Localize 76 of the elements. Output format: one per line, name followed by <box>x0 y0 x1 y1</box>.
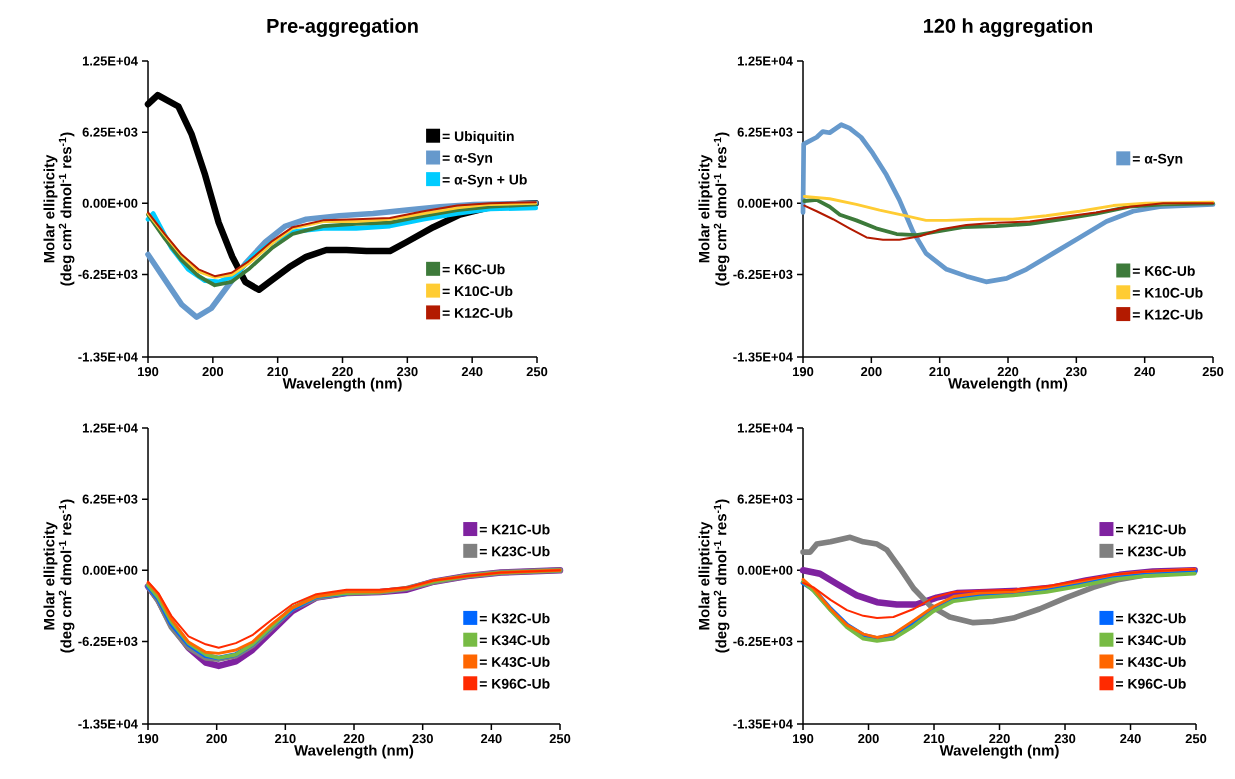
legend-label: = K23C-Ub <box>479 546 550 557</box>
x-tick-label: 200 <box>202 367 224 377</box>
chart-title: 120 h aggregation <box>924 18 1093 37</box>
x-tick-label: 240 <box>480 734 502 744</box>
x-tick-label: 200 <box>858 734 879 744</box>
legend-label: = α-Syn + Ub <box>442 174 527 188</box>
y-tick-label: -6.25E+03 <box>733 636 793 647</box>
x-tick-label: 200 <box>206 734 227 744</box>
legend-label: = K6C-Ub <box>442 264 505 275</box>
y-tick-label: -1.35E+04 <box>78 719 138 729</box>
y-tick-label: -6.25E+03 <box>78 269 138 280</box>
legend-label: = K96C-Ub <box>479 678 550 689</box>
legend-label: = K10C-Ub <box>1132 287 1203 298</box>
legend-label: = K12C-Ub <box>442 307 513 318</box>
legend-label: = K10C-Ub <box>442 285 513 297</box>
y-tick-label: -1.35E+04 <box>733 352 793 362</box>
legend-label: = α-Syn <box>442 152 493 166</box>
y-tick-label: 1.25E+04 <box>82 56 138 66</box>
y-tick-label: 6.25E+03 <box>82 494 138 504</box>
x-tick-label: 220 <box>343 734 365 744</box>
chart-title: Pre-aggregation <box>267 18 418 37</box>
y-tick-label: -6.25E+03 <box>733 269 793 280</box>
y-tick-label: 6.25E+03 <box>82 127 138 137</box>
y-tick-label: 0.00E+00 <box>737 565 793 575</box>
legend-label: = K6C-Ub <box>1132 265 1195 276</box>
y-tick-label: 6.25E+03 <box>737 127 793 137</box>
x-tick-label: 230 <box>396 367 418 377</box>
y-tick-label: 6.25E+03 <box>737 494 793 504</box>
x-tick-label: 190 <box>793 734 814 744</box>
y-tick-label: -1.35E+04 <box>78 352 138 362</box>
x-tick-label: 240 <box>461 367 483 377</box>
legend-label: = K12C-Ub <box>1132 309 1203 320</box>
x-tick-label: 230 <box>412 734 433 744</box>
x-tick-label: 210 <box>274 734 296 744</box>
x-tick-label: 250 <box>1202 367 1224 377</box>
y-tick-label: 0.00E+00 <box>737 198 793 208</box>
y-tick-label: -6.25E+03 <box>78 636 138 647</box>
x-tick-label: 210 <box>923 734 945 744</box>
x-tick-label: 220 <box>997 367 1019 377</box>
y-tick-label: 0.00E+00 <box>82 198 138 208</box>
y-tick-label: 1.25E+04 <box>82 423 138 433</box>
x-axis-title: Wavelength (nm) <box>294 744 414 759</box>
x-axis-title: Wavelength (nm) <box>948 377 1068 392</box>
legend-label: = α-Syn <box>1132 153 1183 167</box>
x-axis-title: Wavelength (nm) <box>282 377 402 392</box>
legend-label: = K21C-Ub <box>479 524 550 535</box>
x-tick-label: 240 <box>1120 734 1141 744</box>
legend-label: = K23C-Ub <box>1116 546 1186 557</box>
x-tick-label: 230 <box>1065 367 1087 377</box>
x-tick-label: 190 <box>138 734 159 744</box>
x-tick-label: 220 <box>989 734 1010 744</box>
y-tick-label: 1.25E+04 <box>737 423 793 433</box>
x-tick-label: 250 <box>1185 734 1207 744</box>
y-tick-label: 0.00E+00 <box>82 565 138 575</box>
legend-label: = K32C-Ub <box>1116 613 1186 624</box>
legend-label: = Ubiquitin <box>442 130 514 144</box>
x-tick-label: 200 <box>860 367 882 377</box>
legend-label: = K32C-Ub <box>479 613 550 624</box>
legend-label: = K21C-Ub <box>1116 524 1186 535</box>
legend-label: = K43C-Ub <box>1116 656 1186 667</box>
x-tick-label: 210 <box>267 367 288 377</box>
legend-label: = K43C-Ub <box>479 656 550 667</box>
x-tick-label: 250 <box>549 734 571 744</box>
x-tick-label: 220 <box>332 367 353 377</box>
y-tick-label: 1.25E+04 <box>737 56 793 66</box>
x-tick-label: 190 <box>793 367 814 377</box>
x-tick-label: 250 <box>526 367 548 377</box>
x-tick-label: 210 <box>929 367 950 377</box>
x-axis-title: Wavelength (nm) <box>939 744 1059 759</box>
y-tick-label: -1.35E+04 <box>733 719 793 729</box>
x-tick-label: 230 <box>1054 734 1076 744</box>
legend-label: = K34C-Ub <box>479 634 550 646</box>
legend-label: = K96C-Ub <box>1116 678 1186 689</box>
x-tick-label: 240 <box>1134 367 1155 377</box>
legend-label: = K34C-Ub <box>1116 634 1186 646</box>
x-tick-label: 190 <box>138 367 159 377</box>
